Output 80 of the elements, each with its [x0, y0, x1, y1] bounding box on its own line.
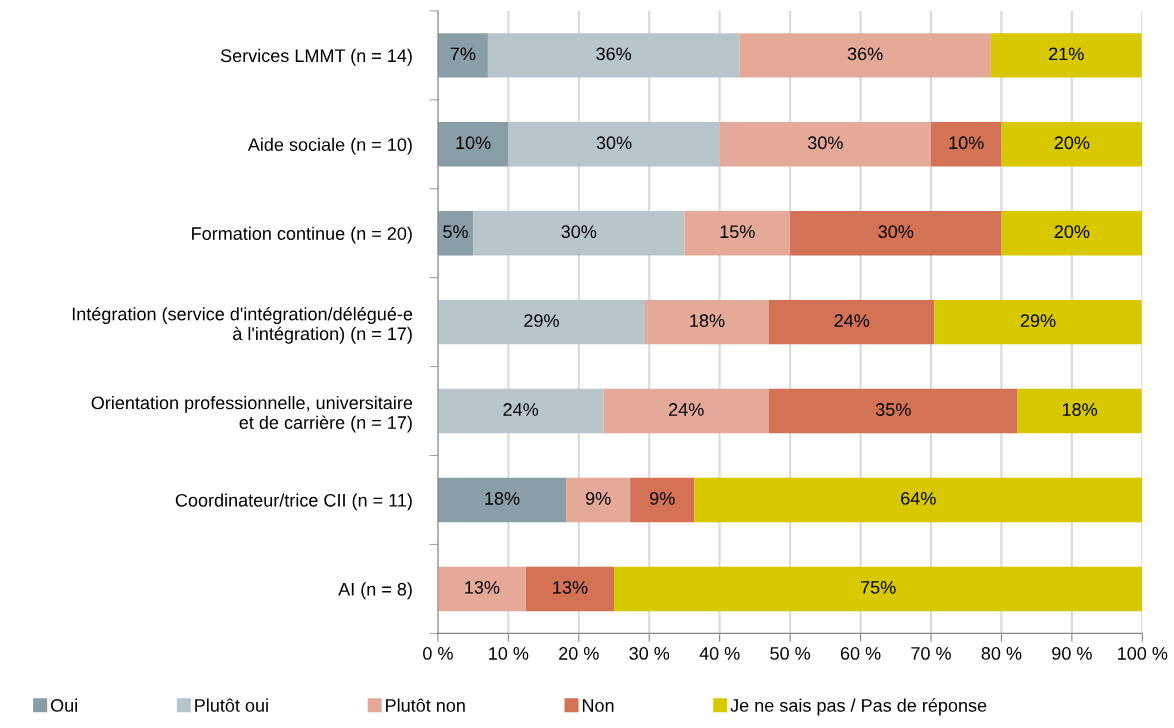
data-label: 30% [807, 136, 843, 150]
x-tick-label: 10 % [489, 647, 529, 660]
x-tick-label: 30 % [629, 647, 670, 660]
bar [684, 210, 791, 256]
bar [525, 566, 614, 612]
data-label: 7% [450, 47, 476, 61]
bar [437, 33, 488, 78]
bar [487, 33, 740, 78]
data-label: 5% [443, 225, 468, 239]
data-label: 15% [720, 225, 755, 239]
legend-label: Oui [50, 698, 77, 712]
bar [768, 388, 1018, 434]
data-label: 24% [669, 403, 704, 416]
bar [437, 388, 604, 434]
y-tick-label: Intégration (service d'intégration/délégué-e à l'intégration) (n = 17) [72, 306, 413, 344]
data-label: 36% [596, 47, 632, 61]
data-label: 18% [690, 314, 725, 327]
data-label: 9% [585, 492, 611, 505]
data-label: 21% [1049, 47, 1084, 61]
bar [930, 122, 1002, 167]
data-label: 9% [650, 492, 675, 505]
legend-label: Non [582, 699, 614, 712]
bar [437, 122, 509, 167]
data-label: 30% [878, 225, 914, 239]
data-label: 18% [485, 492, 520, 505]
y-tick-label: Aide sociale (n = 10) [247, 137, 412, 155]
x-tick-label: 50 % [770, 647, 811, 660]
x-tick-label: 40 % [699, 647, 740, 660]
x-tick-label: 70 % [911, 647, 951, 660]
y-tick-label: Formation continue (n = 20) [192, 226, 412, 244]
data-label: 10% [456, 136, 491, 150]
bar [437, 299, 645, 345]
data-label: 13% [465, 580, 500, 594]
bar [437, 477, 567, 523]
x-tick-label: 90 % [1052, 647, 1092, 660]
x-tick-label: 20 % [559, 647, 599, 660]
data-label: 10% [949, 136, 984, 150]
bar [603, 388, 769, 434]
legend-label: Plutôt non [386, 698, 465, 712]
bar [614, 566, 1143, 612]
x-tick-label: 100 % [1118, 647, 1168, 660]
x-tick-label: 60 % [840, 647, 881, 660]
bar [694, 477, 1143, 523]
bar [1001, 210, 1143, 256]
data-label: 29% [1020, 314, 1056, 327]
bar [508, 122, 720, 167]
data-label: 18% [1062, 403, 1098, 416]
bar [630, 477, 695, 523]
data-label: 20% [1054, 136, 1090, 150]
data-label: 20% [1054, 225, 1090, 239]
y-tick-label: Services LMMT (n = 14) [220, 48, 412, 66]
bar [719, 122, 931, 167]
bar [768, 299, 935, 345]
data-label: 24% [503, 403, 539, 416]
bar [437, 566, 526, 612]
y-tick-label: AI (n = 8) [338, 582, 412, 600]
bar [934, 299, 1142, 345]
data-label: 64% [901, 492, 936, 505]
bar [473, 210, 685, 256]
y-tick-label: Orientation professionnelle, universitaire et de carrière (n = 17) [91, 396, 413, 433]
data-label: 24% [834, 314, 870, 327]
x-tick-label: 0 % [423, 647, 453, 660]
bar [790, 210, 1002, 256]
data-label: 30% [561, 225, 597, 239]
data-label: 75% [861, 581, 896, 594]
data-label: 36% [847, 47, 883, 61]
data-label: 13% [553, 580, 588, 594]
bar [645, 299, 769, 345]
data-label: 30% [596, 136, 632, 150]
bar [739, 33, 991, 78]
bar [990, 33, 1142, 78]
bar [1001, 122, 1143, 167]
x-tick-label: 80 % [981, 647, 1022, 660]
data-label: 35% [875, 403, 911, 416]
legend-label: Je ne sais pas / Pas de réponse [730, 698, 987, 716]
bar [1017, 388, 1142, 434]
legend-label: Plutôt oui [195, 698, 268, 712]
data-label: 29% [524, 314, 559, 327]
bar [566, 477, 631, 523]
y-tick-label: Coordinateur/trice CII (n = 11) [175, 493, 412, 511]
